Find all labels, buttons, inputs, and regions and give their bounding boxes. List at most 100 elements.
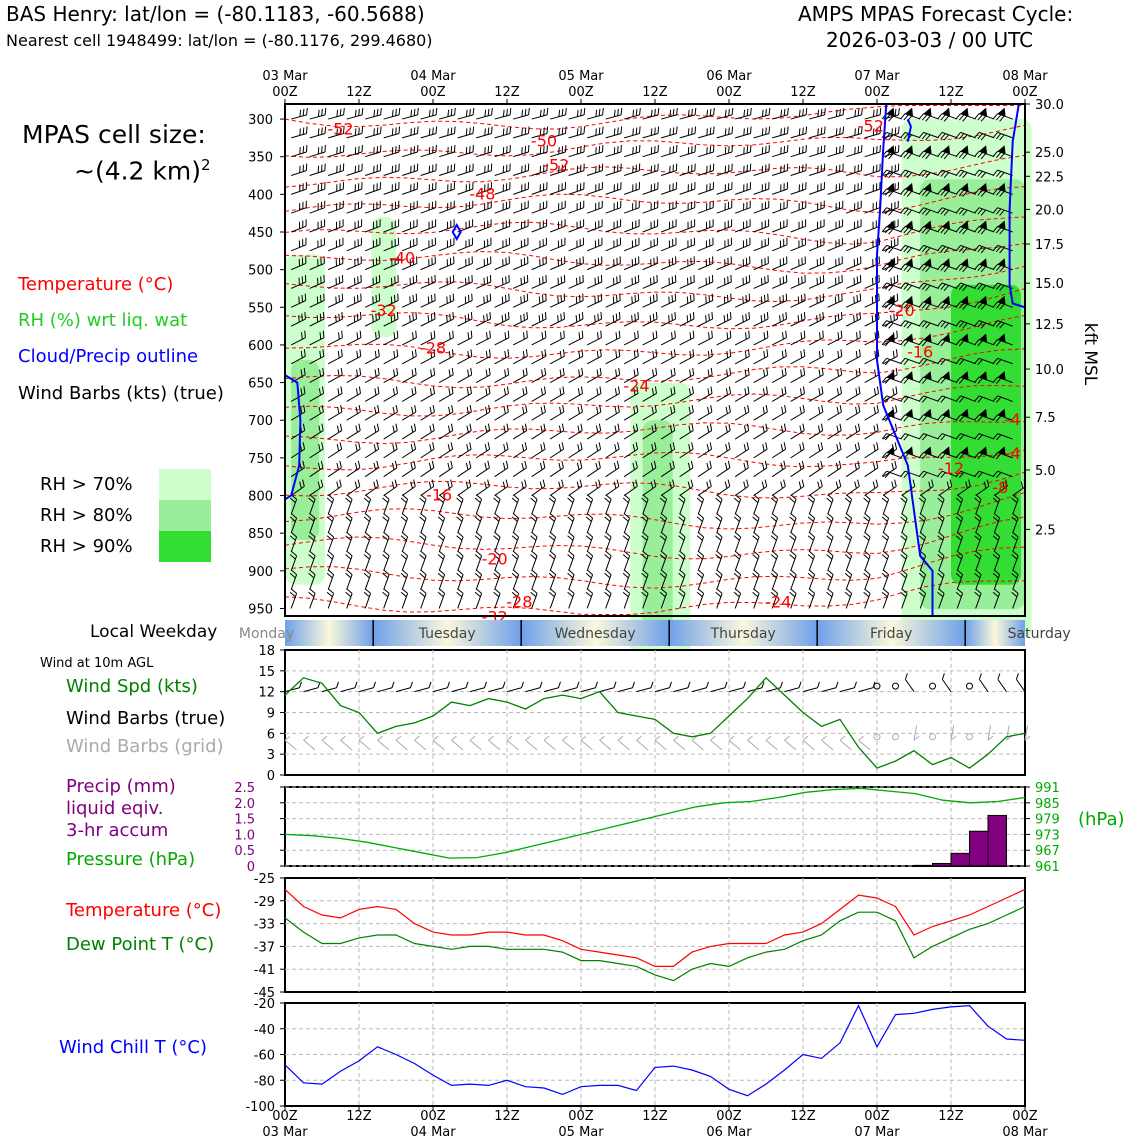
wind-barb [402, 182, 418, 195]
wind-barb [955, 282, 976, 292]
wind-barb [437, 569, 446, 590]
wind-barb-shaft [790, 281, 806, 289]
wind-barb [364, 349, 380, 365]
wind-barb-flag [340, 405, 343, 413]
wind-barb-flag [725, 406, 728, 414]
wind-barb-shaft [364, 300, 380, 308]
wind-barb [624, 182, 640, 195]
wind-barb [753, 349, 769, 365]
wind-barb-flag [506, 146, 508, 154]
wind-barb [494, 442, 509, 459]
wind-barb-flag [400, 554, 407, 560]
wind-barb-shaft [327, 448, 342, 459]
wind-barb-flag [937, 150, 943, 157]
wind-barb [364, 367, 380, 384]
wind-barb-flag [903, 227, 909, 234]
wind-barb [512, 405, 528, 421]
wind-barb-flag [437, 591, 444, 598]
wind-barb-shaft [494, 318, 510, 327]
wind-barb-flag [783, 108, 786, 116]
wind-barb-shaft [790, 355, 806, 365]
wind-barb-shaft [364, 318, 380, 327]
wind-barb-flag [921, 170, 928, 177]
wind-barb-flag [958, 453, 965, 460]
wind-barb [660, 386, 676, 402]
wind-barb [808, 274, 825, 289]
wind-barb [661, 144, 678, 158]
wind-barb-shaft [531, 467, 546, 478]
wind-barb-shaft [923, 282, 939, 289]
wind-barb-shaft [605, 355, 621, 365]
wind-barb-flag [821, 405, 824, 413]
wind-barb-shaft [864, 207, 880, 214]
wind-barb-flag [800, 350, 803, 358]
wind-barb [568, 293, 584, 308]
wind-barb-flag [509, 107, 512, 115]
wind-barb-flag [676, 126, 678, 134]
wind-barb [494, 237, 510, 252]
wind-barb-flag [654, 442, 657, 450]
wind-barb-flag [940, 415, 946, 422]
wind-barb-flag [808, 494, 815, 500]
wind-barb [937, 107, 958, 122]
wind-barb-shaft [346, 170, 363, 177]
wind-barb-shaft [494, 170, 511, 177]
wind-barb-shaft [586, 392, 602, 402]
wind-barb-flag [346, 513, 353, 519]
wind-barb-shaft [328, 188, 344, 195]
wind-barb-flag [308, 591, 315, 598]
wind-barb [827, 405, 842, 421]
wind-barb-shaft [923, 470, 939, 478]
wind-barb-flag [802, 423, 805, 431]
wind-barb-shaft [790, 244, 806, 252]
wind-barb-flag [729, 367, 732, 375]
legend-local-weekday: Local Weekday [90, 622, 218, 642]
wind-barb-shaft [420, 300, 436, 308]
wind-barb-flag [567, 591, 574, 598]
wind-barb-flag [842, 126, 845, 134]
wind-barb-shaft [383, 114, 400, 120]
wind-barb [383, 312, 399, 327]
wind-barb-flag [743, 481, 746, 489]
wind-barb [476, 107, 493, 120]
wind-barb-flag [903, 472, 909, 479]
wind-barb-flag [707, 388, 710, 396]
wind-barb [697, 200, 714, 214]
wind-barb-flag [819, 313, 821, 321]
wind-barb-flag [377, 367, 380, 375]
wind-barb-shaft [327, 485, 342, 496]
wind-barb-flag [688, 444, 691, 452]
wind-barb [790, 163, 807, 177]
wind-barb [790, 293, 806, 308]
wind-barb-flag [374, 388, 377, 396]
wind-barb [605, 405, 620, 421]
wind-barb-flag [602, 126, 604, 134]
wind-barb [900, 320, 921, 329]
wind-barb [808, 330, 824, 346]
wind-barb-flag [657, 126, 660, 134]
wind-barb [734, 219, 751, 233]
wind-barb-shaft [864, 485, 879, 496]
wind-barb-flag [691, 423, 694, 431]
wind-barb-flag [940, 208, 946, 215]
wind-barb-flag [918, 188, 924, 195]
wind-barb-flag [558, 128, 560, 136]
wind-barb-flag [484, 128, 486, 136]
wind-barb-flag [617, 108, 619, 116]
wind-barb [400, 494, 409, 515]
wind-barb-flag [808, 532, 815, 538]
wind-barb [734, 274, 751, 289]
wind-barb [864, 405, 879, 421]
wind-barb-flag [895, 386, 898, 394]
wind-barb-shaft [568, 281, 584, 289]
wind-barb [401, 349, 417, 365]
wind-barb-shaft [697, 225, 714, 233]
wind-barb [715, 569, 723, 590]
wind-barb-flag [900, 339, 906, 346]
wind-barb [512, 219, 529, 233]
wind-barb-flag [430, 313, 433, 321]
wind-barb [809, 144, 826, 158]
wind-barb-flag [799, 406, 802, 414]
wind-barb [752, 550, 760, 571]
temperature-contour [284, 265, 1026, 303]
